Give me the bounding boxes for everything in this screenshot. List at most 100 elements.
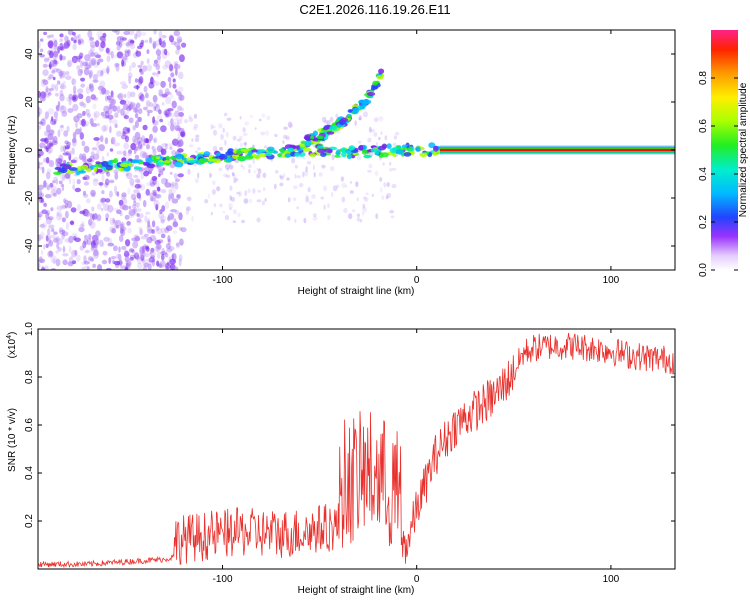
noise-speckle	[125, 99, 130, 105]
noise-speckle	[112, 30, 118, 33]
snr-y-label: SNR (10 * v/v)	[7, 408, 18, 472]
trace-blob	[244, 154, 254, 160]
noise-speckle	[140, 254, 145, 262]
trace-blob	[279, 148, 285, 153]
noise-speckle	[174, 210, 180, 215]
noise-speckle	[175, 178, 180, 182]
y-tick-label: 0	[24, 147, 35, 153]
noise-speckle	[80, 83, 85, 88]
noise-speckle	[289, 123, 293, 129]
noise-speckle	[54, 83, 59, 92]
noise-speckle	[135, 50, 142, 57]
noise-speckle	[43, 130, 51, 137]
noise-speckle	[178, 258, 182, 267]
noise-speckle	[97, 122, 100, 127]
noise-speckle	[85, 108, 90, 116]
noise-speckle	[175, 89, 178, 93]
noise-speckle	[63, 130, 69, 137]
trace-blob	[225, 156, 233, 163]
noise-speckle	[239, 135, 243, 141]
noise-speckle	[55, 105, 59, 110]
noise-speckle	[175, 242, 180, 247]
noise-speckle	[177, 132, 181, 139]
noise-speckle	[80, 68, 83, 75]
noise-speckle	[161, 253, 165, 261]
noise-speckle	[165, 178, 169, 183]
noise-speckle	[243, 142, 248, 146]
noise-speckle	[247, 188, 251, 194]
noise-speckle	[115, 40, 121, 46]
noise-speckle	[143, 85, 148, 93]
noise-speckle	[90, 58, 97, 66]
noise-speckle	[136, 213, 140, 217]
spectrogram-x-label: Height of straight line (km)	[298, 286, 415, 297]
noise-speckle	[244, 141, 247, 147]
colorbar-label: Normalized spectral amplitude	[738, 82, 749, 217]
y-tick-label: 20	[24, 96, 35, 108]
trace-blob	[237, 155, 246, 162]
noise-speckle	[173, 30, 181, 37]
noise-speckle	[51, 227, 55, 233]
noise-speckle	[71, 249, 77, 258]
trace-blob	[248, 150, 253, 156]
noise-speckle	[76, 254, 81, 262]
noise-speckle	[179, 107, 185, 112]
noise-speckle	[108, 257, 112, 264]
noise-speckle	[264, 197, 267, 202]
noise-speckle	[305, 196, 310, 203]
noise-speckle	[81, 266, 85, 270]
noise-speckle	[304, 170, 309, 177]
noise-speckle	[139, 249, 146, 256]
noise-speckle	[139, 228, 143, 236]
noise-speckle	[145, 138, 149, 144]
noise-speckle	[294, 164, 298, 169]
noise-speckle	[160, 215, 167, 222]
noise-speckle	[112, 54, 118, 59]
noise-speckle	[81, 39, 85, 46]
noise-speckle	[101, 190, 105, 195]
noise-speckle	[157, 37, 163, 43]
noise-speckle	[385, 195, 389, 200]
noise-speckle	[165, 262, 171, 270]
noise-speckle	[83, 238, 89, 245]
noise-speckle	[172, 79, 176, 86]
noise-speckle	[48, 160, 55, 168]
noise-speckle	[57, 46, 60, 54]
noise-speckle	[65, 75, 72, 80]
noise-speckle	[168, 64, 174, 72]
noise-speckle	[302, 156, 306, 160]
noise-speckle	[115, 191, 119, 197]
noise-speckle	[48, 216, 54, 221]
noise-speckle	[60, 145, 64, 153]
noise-speckle	[62, 246, 66, 253]
noise-speckle	[62, 229, 65, 235]
trace-blob	[348, 145, 356, 151]
noise-speckle	[120, 228, 126, 237]
noise-speckle	[129, 40, 135, 44]
trace-blob	[62, 164, 72, 170]
noise-speckle	[68, 245, 72, 254]
noise-speckle	[163, 109, 170, 116]
noise-speckle	[49, 129, 55, 135]
trace-blob	[370, 86, 376, 91]
noise-speckle	[123, 111, 130, 115]
noise-speckle	[138, 95, 142, 100]
noise-speckle	[135, 202, 140, 208]
noise-speckle	[169, 182, 175, 187]
noise-speckle	[133, 212, 138, 216]
noise-speckle	[59, 54, 63, 61]
noise-speckle	[120, 55, 127, 60]
trace-blob	[340, 117, 348, 123]
noise-speckle	[152, 125, 158, 133]
noise-speckle	[127, 49, 131, 57]
noise-speckle	[138, 92, 144, 100]
trace-blob	[317, 145, 324, 149]
noise-speckle	[70, 207, 77, 213]
noise-speckle	[373, 117, 379, 123]
noise-speckle	[359, 219, 363, 223]
noise-speckle	[161, 247, 165, 255]
x-tick-label: 0	[414, 275, 420, 286]
noise-speckle	[170, 123, 175, 132]
noise-speckle	[195, 134, 200, 138]
noise-speckle	[131, 182, 134, 188]
